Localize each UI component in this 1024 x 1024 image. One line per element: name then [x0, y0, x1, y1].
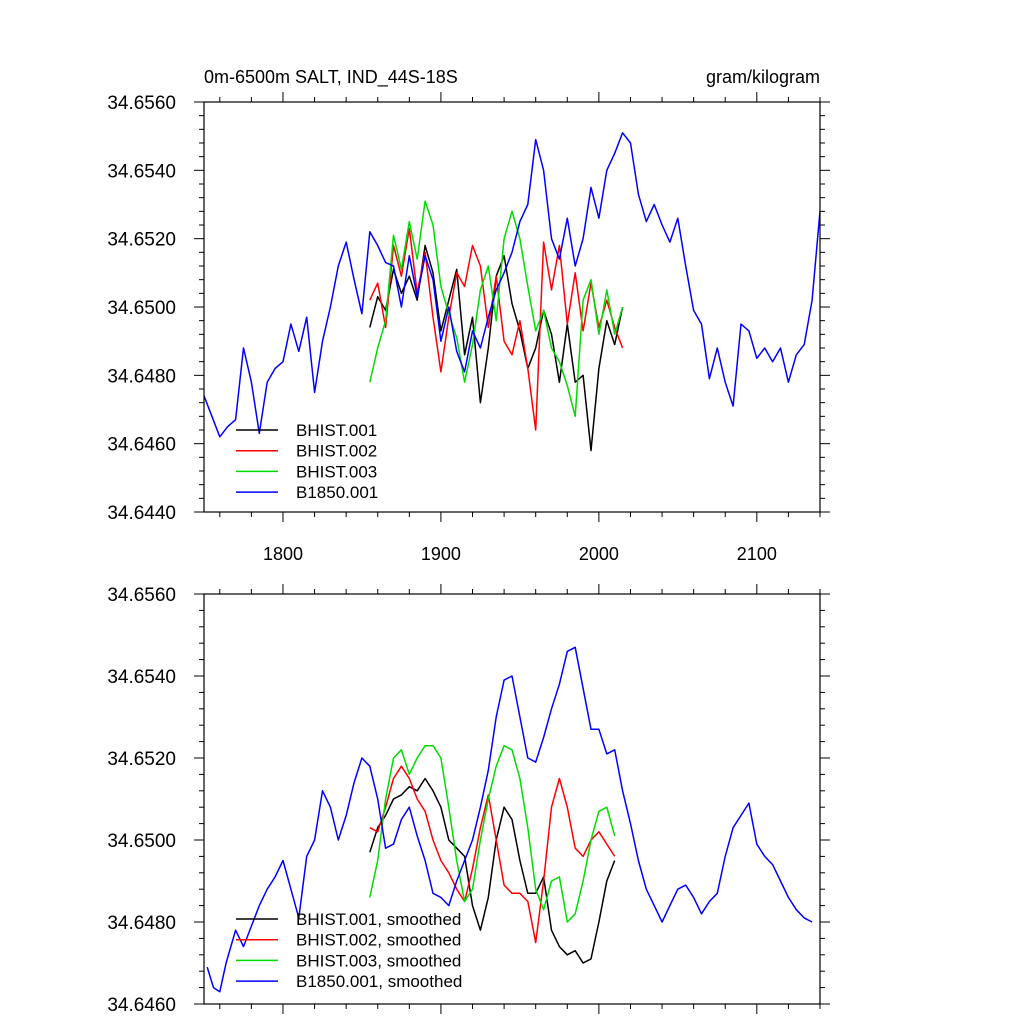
series-line-bhist-001-smoothed	[369, 777, 616, 964]
y-tick-label: 34.6520	[107, 230, 176, 251]
series-line-bhist-003	[369, 200, 624, 418]
y-tick-label: 34.6560	[107, 93, 176, 114]
legend-label: BHIST.003, smoothed	[296, 951, 461, 970]
plot-frame	[203, 593, 821, 1005]
series-line-bhist-003-smoothed	[369, 744, 616, 923]
series-line-b1850-001	[204, 132, 820, 438]
units-label: gram/kilogram	[706, 67, 820, 87]
y-tick-label: 34.6500	[107, 831, 176, 852]
legend-label: BHIST.002	[296, 442, 377, 461]
series-line-bhist-002	[369, 227, 624, 431]
legend-label: B1850.001	[296, 483, 378, 502]
x-tick-label: 1900	[421, 544, 461, 564]
x-tick-label: 2100	[737, 544, 777, 564]
series-line-bhist-002-smoothed	[369, 765, 616, 944]
y-tick-label: 34.6480	[107, 913, 176, 934]
series-line-b1850-001-smoothed	[206, 646, 813, 993]
legend-label: BHIST.002, smoothed	[296, 931, 461, 950]
y-tick-label: 34.6440	[107, 503, 176, 524]
legend-label: B1850.001, smoothed	[296, 972, 462, 991]
chart-title: 0m-6500m SALT, IND_44S-18S	[204, 67, 458, 88]
legend-label: BHIST.001, smoothed	[296, 910, 461, 929]
x-tick-label: 1800	[263, 544, 303, 564]
y-tick-label: 34.6500	[107, 298, 176, 319]
x-tick-label: 2000	[579, 544, 619, 564]
legend-label: BHIST.001	[296, 421, 377, 440]
bottom-panel-smoothed-salinity: 34.6460 34.6480 34.6500 34.6520 34.6540 34.65…	[107, 584, 830, 1016]
y-tick-label: 34.6460	[107, 435, 176, 456]
y-tick-label: 34.6540	[107, 667, 176, 688]
legend-label: BHIST.003	[296, 462, 377, 481]
y-tick-label: 34.6520	[107, 749, 176, 770]
legend: BHIST.001, smoothed BHIST.002, smoothedBH…	[236, 910, 462, 991]
y-tick-label: 34.6560	[107, 585, 176, 606]
y-tick-label: 34.6540	[107, 161, 176, 182]
top-panel-raw-salinity: 0m-6500m SALT, IND_44S-18S gram/kilogram…	[107, 67, 830, 564]
y-tick-label: 34.6480	[107, 366, 176, 387]
y-tick-label: 34.6460	[107, 995, 176, 1016]
